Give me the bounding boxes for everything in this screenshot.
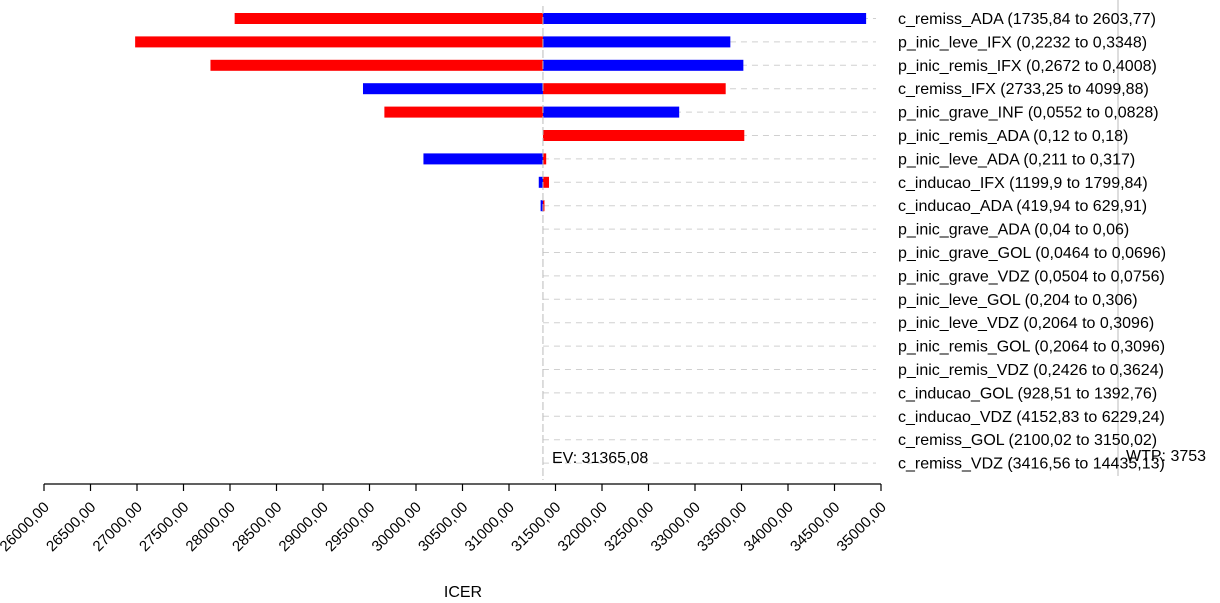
x-tick-label: 32000,00 [555, 499, 611, 555]
bar-blue [542, 36, 731, 48]
bars-group [135, 13, 867, 212]
row-label: p_inic_leve_IFX (0,2232 to 0,3348) [898, 34, 1147, 51]
x-tick-label: 34000,00 [741, 499, 797, 555]
row-label: p_inic_leve_GOL (0,204 to 0,306) [898, 292, 1138, 309]
row-label: p_inic_grave_ADA (0,04 to 0,06) [898, 222, 1129, 239]
x-tick-label: 34500,00 [787, 499, 843, 555]
bar-blue [542, 13, 867, 24]
x-axis: 26000,0026500,0027000,0027500,0028000,00… [0, 483, 890, 555]
row-labels: c_remiss_ADA (1735,84 to 2603,77) p_inic_… [898, 11, 1166, 473]
row-label: p_inic_grave_VDZ (0,0504 to 0,0756) [898, 268, 1165, 285]
row-label: c_remiss_ADA (1735,84 to 2603,77) [898, 11, 1156, 28]
row-label: c_remiss_GOL (2100,02 to 3150,02) [898, 432, 1157, 449]
bar-blue [423, 153, 543, 165]
bar-red [542, 153, 547, 165]
bar-red [542, 200, 545, 212]
bar-red [234, 13, 543, 24]
row-label: c_inducao_ADA (419,94 to 629,91) [898, 198, 1147, 215]
row-label: c_inducao_GOL (928,51 to 1392,76) [898, 385, 1157, 402]
x-tick-label: 29000,00 [276, 499, 332, 555]
row-label: p_inic_grave_GOL (0,0464 to 0,0696) [898, 245, 1166, 262]
row-label: p_inic_leve_VDZ (0,2064 to 0,3096) [898, 315, 1154, 332]
row-label: p_inic_remis_ADA (0,12 to 0,18) [898, 128, 1128, 145]
x-tick-label: 31500,00 [508, 499, 564, 555]
x-tick-label: 26000,00 [0, 499, 53, 555]
x-tick-label: 26500,00 [43, 499, 99, 555]
row-label: c_inducao_IFX (1199,9 to 1799,84) [898, 175, 1148, 192]
x-tick-label: 29500,00 [322, 499, 378, 555]
bar-red [384, 106, 543, 118]
x-tick-label: 30500,00 [415, 499, 471, 555]
row-label: p_inic_leve_ADA (0,211 to 0,317) [898, 151, 1135, 168]
ev-label: EV: 31365,08 [552, 450, 648, 467]
x-tick-label: 28500,00 [229, 499, 285, 555]
x-tick-label: 28000,00 [183, 499, 239, 555]
bar-red [542, 176, 549, 188]
bar-blue [540, 200, 543, 212]
x-tick-label: 33000,00 [648, 499, 704, 555]
row-label: p_inic_remis_VDZ (0,2426 to 0,3624) [898, 362, 1164, 379]
row-label: c_inducao_VDZ (4152,83 to 6229,24) [898, 409, 1165, 426]
bar-blue [542, 59, 744, 71]
bar-red [542, 130, 745, 141]
x-tick-label: 31000,00 [462, 499, 518, 555]
x-tick-label: 33500,00 [694, 499, 750, 555]
bar-blue [362, 83, 543, 95]
row-label: c_remiss_VDZ (3416,56 to 14435,13) [898, 456, 1165, 473]
row-label: c_remiss_IFX (2733,25 to 4099,88) [898, 81, 1149, 98]
bar-red [135, 36, 543, 48]
x-tick-label: 30000,00 [369, 499, 425, 555]
x-tick-label: 35000,00 [834, 499, 890, 555]
row-label: p_inic_remis_GOL (0,2064 to 0,3096) [898, 339, 1165, 356]
bar-blue [538, 176, 543, 188]
x-tick-label: 27500,00 [136, 499, 192, 555]
x-tick-label: 27000,00 [90, 499, 146, 555]
row-label: p_inic_grave_INF (0,0552 to 0,0828) [898, 105, 1159, 122]
wtp-label: WTP: 3753 [1126, 448, 1206, 465]
bar-red [210, 59, 543, 71]
x-tick-label: 32500,00 [601, 499, 657, 555]
x-axis-title: ICER [444, 584, 482, 601]
bar-blue [542, 106, 680, 118]
row-label: p_inic_remis_IFX (0,2672 to 0,4008) [898, 58, 1157, 75]
bar-red [542, 83, 726, 95]
